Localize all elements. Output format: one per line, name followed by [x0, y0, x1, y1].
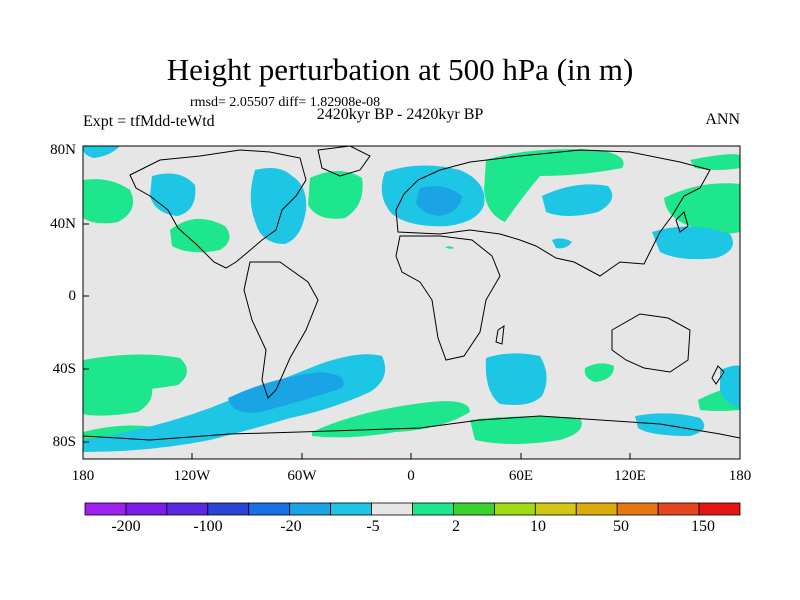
lon-label: 180 — [71, 468, 95, 484]
lat-label: 40N — [50, 216, 76, 232]
coastlines — [83, 146, 740, 441]
colorbar-label: -5 — [366, 518, 380, 535]
colorbar-swatch — [698, 502, 741, 516]
positive-anomaly-region — [664, 183, 740, 234]
colorbar-label: -200 — [111, 518, 141, 535]
negative-anomaly-region — [720, 365, 740, 408]
negative-anomaly-region — [250, 168, 307, 244]
lat-label: 80N — [50, 142, 76, 158]
colorbar-swatch — [207, 502, 250, 516]
colorbar-swatch — [248, 502, 291, 516]
colorbar-label: 50 — [613, 518, 629, 535]
negative-anomaly-region — [652, 226, 733, 260]
experiment-label: Expt = tfMdd-teWtd — [83, 113, 215, 130]
positive-anomaly-region — [445, 246, 454, 249]
colorbar-swatch — [125, 502, 168, 516]
colorbar-swatch — [453, 502, 495, 516]
rmsd-diff-stats: rmsd= 2.05507 diff= 1.82908e-08 — [190, 95, 381, 110]
positive-anomaly-region — [584, 363, 614, 382]
negative-anomaly-region — [485, 353, 547, 405]
positive-anomaly-region — [170, 218, 230, 253]
colorbar-label: -100 — [193, 518, 223, 535]
positive-anomaly-region — [690, 154, 740, 170]
colorbar-swatch — [616, 502, 659, 516]
lon-label: 180 — [728, 468, 752, 484]
colorbar-swatch — [330, 502, 372, 516]
lat-label: 80S — [52, 434, 76, 450]
positive-anomaly-region — [470, 416, 582, 444]
colorbar-swatch — [493, 502, 536, 516]
positive-anomaly-region — [312, 401, 470, 438]
lat-label: 0 — [68, 288, 77, 304]
positive-anomaly-region — [308, 171, 363, 219]
negative-anomaly-region — [416, 186, 462, 216]
colorbar-swatch — [166, 502, 209, 516]
colorbar — [84, 502, 741, 516]
positive-anomaly-region — [83, 371, 153, 416]
plot-title: Height perturbation at 500 hPa (in m) — [166, 52, 634, 87]
colorbar-swatch — [412, 502, 454, 516]
colorbar-label: 2 — [452, 518, 460, 535]
colorbar-swatch — [657, 502, 700, 516]
period-subtitle: 2420kyr BP - 2420kyr BP — [316, 106, 484, 123]
colorbar-label: 10 — [530, 518, 546, 535]
lon-label: 0 — [407, 468, 415, 484]
colorbar-swatch — [534, 502, 577, 516]
negative-anomaly-region — [552, 238, 572, 249]
lon-label: 60E — [508, 468, 534, 484]
negative-anomaly-region — [635, 413, 705, 436]
colorbar-label: 150 — [691, 518, 715, 535]
colorbar-swatch — [289, 502, 332, 516]
colorbar-swatch — [371, 502, 413, 516]
positive-anomaly-region — [484, 149, 624, 222]
anomaly-regions — [83, 146, 740, 452]
lon-label: 120W — [173, 468, 211, 484]
negative-anomaly-region — [228, 372, 344, 413]
season-label: ANN — [705, 111, 740, 128]
axis-ticks — [82, 145, 741, 459]
lon-label: 60W — [287, 468, 317, 484]
colorbar-swatch — [84, 502, 127, 516]
colorbar-label: -20 — [280, 518, 302, 535]
positive-anomaly-region — [83, 179, 134, 224]
lat-label: 40S — [52, 361, 76, 377]
lon-label: 120E — [614, 468, 646, 484]
colorbar-swatch — [575, 502, 618, 516]
negative-anomaly-region — [83, 146, 120, 158]
negative-anomaly-region — [542, 184, 613, 216]
